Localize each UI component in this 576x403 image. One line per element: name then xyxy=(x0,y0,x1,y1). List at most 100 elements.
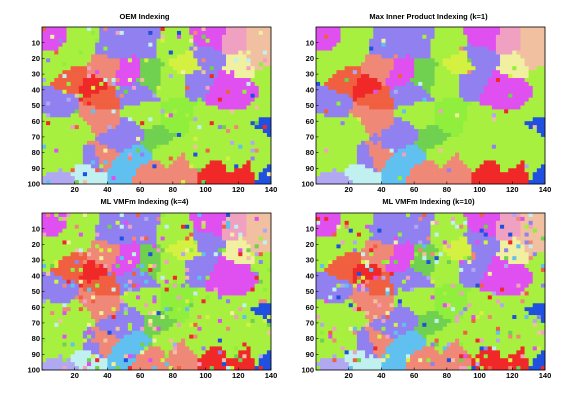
map-cell xyxy=(42,121,47,126)
map-cell xyxy=(446,27,452,32)
map-cell xyxy=(127,42,133,47)
map-cell xyxy=(410,121,415,126)
map-cell xyxy=(127,109,133,114)
map-cell xyxy=(524,144,529,150)
map-cell xyxy=(450,132,456,138)
map-cell xyxy=(332,27,337,32)
map-cell xyxy=(250,109,255,114)
map-cell xyxy=(512,105,517,110)
map-cell xyxy=(520,34,525,40)
map-cell xyxy=(405,140,411,146)
map-cell xyxy=(156,148,161,153)
map-cell xyxy=(42,78,47,83)
map-cell xyxy=(107,117,112,122)
map-cell xyxy=(479,176,485,181)
map-cell xyxy=(189,121,194,126)
map-cell xyxy=(365,78,370,83)
map-cell xyxy=(197,144,202,150)
map-cell xyxy=(463,70,468,75)
map-cell xyxy=(86,93,92,99)
map-cell xyxy=(78,216,84,222)
map-cell xyxy=(152,224,157,230)
map-cell xyxy=(442,54,448,59)
map-cell xyxy=(393,74,399,79)
map-cell xyxy=(70,109,76,114)
map-cell xyxy=(82,85,88,91)
map-cell xyxy=(221,168,227,173)
map-cell xyxy=(46,85,51,91)
map-cell xyxy=(504,93,509,99)
map-cell xyxy=(209,125,215,130)
map-cell xyxy=(82,129,88,134)
map-cell xyxy=(385,42,390,47)
map-cell xyxy=(107,70,112,75)
map-cell xyxy=(373,132,378,138)
map-cell xyxy=(111,220,116,226)
map-cell xyxy=(136,85,141,91)
map-cell xyxy=(418,160,423,165)
map-cell xyxy=(201,105,206,110)
map-cell xyxy=(42,74,47,79)
map-cell xyxy=(91,176,96,181)
map-cell xyxy=(414,85,419,91)
map-cell xyxy=(540,101,546,106)
map-cell xyxy=(262,109,268,114)
map-cell xyxy=(181,70,186,75)
map-cell xyxy=(136,168,141,173)
map-cell xyxy=(491,152,497,157)
map-cell xyxy=(426,27,431,32)
map-cell xyxy=(213,46,219,51)
map-cell xyxy=(131,101,137,106)
map-cell xyxy=(467,125,472,130)
map-cell xyxy=(156,220,161,226)
map-cell xyxy=(115,54,121,59)
map-cell xyxy=(70,74,76,79)
map-cell xyxy=(230,81,235,87)
map-cell xyxy=(328,156,333,161)
map-cell xyxy=(467,160,472,165)
map-cell xyxy=(463,168,468,173)
map-cell xyxy=(328,74,333,79)
map-cell xyxy=(500,109,505,114)
map-cell xyxy=(164,136,170,142)
map-cell xyxy=(328,34,333,40)
map-cell xyxy=(181,78,186,83)
map-cell xyxy=(463,164,468,169)
map-cell xyxy=(246,42,251,47)
map-cell xyxy=(217,50,223,55)
map-cell xyxy=(491,34,497,40)
map-cell xyxy=(148,101,153,106)
map-cell xyxy=(54,109,59,114)
map-cell xyxy=(152,136,157,142)
map-cell xyxy=(479,132,485,138)
map-cell xyxy=(46,109,51,114)
map-cell xyxy=(250,180,255,185)
map-cell xyxy=(164,62,170,67)
map-cell xyxy=(115,85,121,91)
map-cell xyxy=(123,180,129,185)
map-cell xyxy=(344,113,350,118)
map-cell xyxy=(197,105,202,110)
map-cell xyxy=(340,34,345,40)
map-cell xyxy=(250,30,255,36)
map-cell xyxy=(144,140,149,146)
map-cell xyxy=(91,224,96,230)
map-cell xyxy=(164,224,170,230)
map-cell xyxy=(115,42,121,47)
map-cell xyxy=(414,140,419,146)
map-cell xyxy=(422,109,427,114)
map-cell xyxy=(95,176,100,181)
map-cell xyxy=(86,46,92,51)
map-cell xyxy=(512,66,517,71)
map-cell xyxy=(70,30,76,36)
map-cell xyxy=(524,97,529,102)
map-cell xyxy=(209,81,215,87)
map-cell xyxy=(450,160,456,165)
map-cell xyxy=(78,38,84,44)
map-cell xyxy=(66,129,71,134)
map-cell xyxy=(107,232,112,237)
map-cell xyxy=(332,81,337,87)
map-cell xyxy=(532,85,538,91)
map-cell xyxy=(230,109,235,114)
map-cell xyxy=(189,46,194,51)
